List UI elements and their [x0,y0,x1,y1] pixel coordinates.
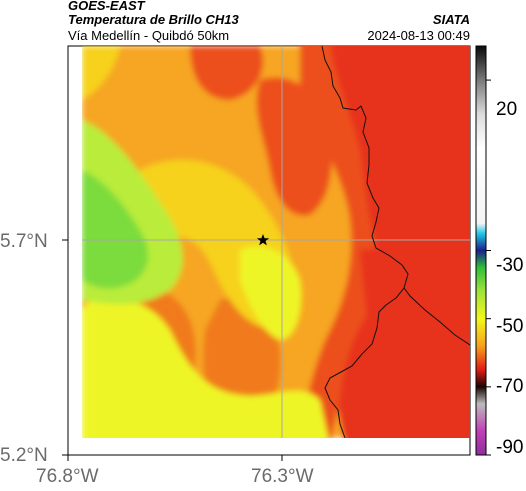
field-north-blob [190,46,264,100]
field-green-west [82,170,149,289]
colorbar-tick-label: -30 [496,255,524,276]
product-title: Temperatura de Brillo CH13 [68,12,239,27]
field-yellow-south [82,298,329,438]
field-southeast-red [360,240,470,400]
colorbar-tick-label: 20 [496,99,518,120]
colorbar-tick-label: -70 [496,376,524,397]
colorbar-tick-label: -90 [496,437,524,458]
datetime-label: 2024-08-13 00:49 [367,28,470,43]
colorbar-ticks [486,79,491,456]
field-yellow-patch [240,246,302,340]
satellite-title: GOES-EAST [68,0,145,13]
colorbar-tick-label: -50 [496,316,524,337]
brightness-temperature-field [82,46,470,438]
department-boundary [321,46,409,438]
lon-tick-label: 76.3°W [251,466,314,487]
lon-tick-label: 76.8°W [36,466,99,487]
field-northwest-yellow [82,46,120,100]
region-label: Vía Medellín - Quibdó 50km [68,28,230,43]
colorbar [475,45,487,456]
field-redorange-blob [256,77,332,216]
agency-label: SIATA [432,12,470,27]
lat-tick-label: 5.7°N [0,231,48,252]
department-boundary-branch [403,287,470,346]
lat-tick-label: 5.2°N [0,445,48,466]
star-marker-icon [256,234,270,246]
